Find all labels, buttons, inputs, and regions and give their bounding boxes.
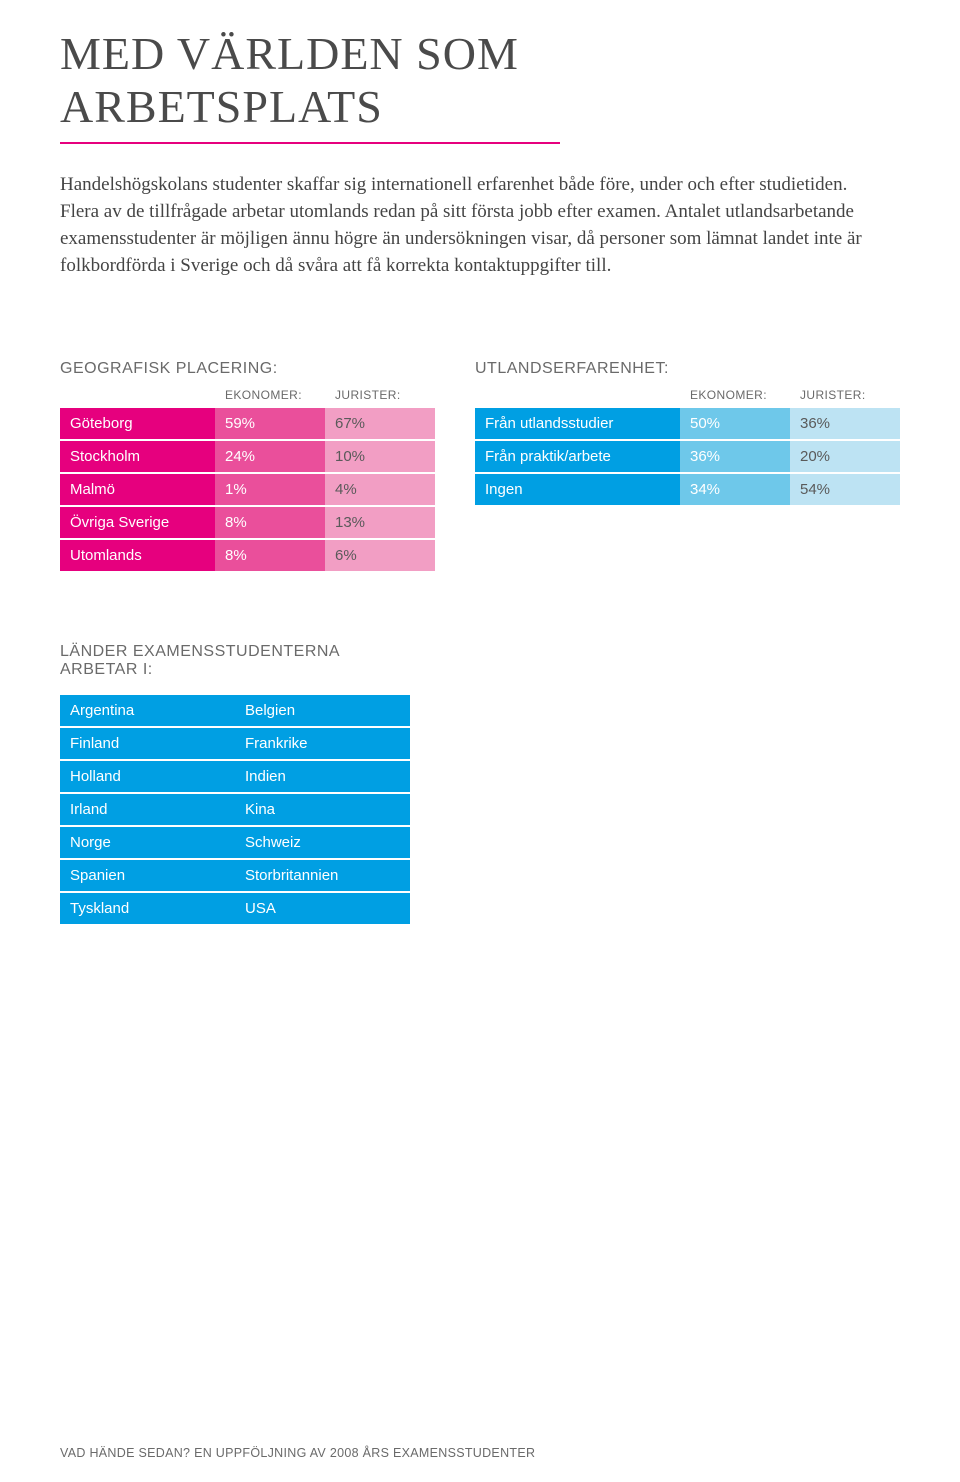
table-row: Från utlandsstudier50%36% <box>475 408 900 439</box>
table1-col-jur: jurister: <box>325 388 435 402</box>
table-row: FinlandFrankrike <box>60 728 410 759</box>
cell-jur: 20% <box>790 441 900 472</box>
table1: Göteborg59%67%Stockholm24%10%Malmö1%4%Öv… <box>60 406 435 573</box>
table-row: SpanienStorbritannien <box>60 860 410 891</box>
table1-head-spacer <box>60 388 215 402</box>
table-utlandserfarenhet: Utlandserfarenhet: ekonomer: jurister: F… <box>475 360 900 573</box>
cell-label: Stockholm <box>60 441 215 472</box>
cell-country-right: Kina <box>235 794 410 825</box>
table-row: Utomlands8%6% <box>60 540 435 571</box>
title-underline <box>60 142 560 144</box>
cell-label: Från praktik/arbete <box>475 441 680 472</box>
table-row: Övriga Sverige8%13% <box>60 507 435 538</box>
cell-country-right: Schweiz <box>235 827 410 858</box>
table-row: ArgentinaBelgien <box>60 695 410 726</box>
cell-label: Från utlandsstudier <box>475 408 680 439</box>
cell-ekon: 8% <box>215 540 325 571</box>
cell-jur: 36% <box>790 408 900 439</box>
cell-country-left: Holland <box>60 761 235 792</box>
table2: Från utlandsstudier50%36%Från praktik/ar… <box>475 406 900 507</box>
cell-ekon: 1% <box>215 474 325 505</box>
cell-country-left: Irland <box>60 794 235 825</box>
cell-country-right: Belgien <box>235 695 410 726</box>
table1-col-ekon: ekonomer: <box>215 388 325 402</box>
table3-heading-l2: arbetar i: <box>60 661 153 678</box>
table3-heading: Länder examensstudenterna arbetar i: <box>60 643 900 679</box>
cell-jur: 6% <box>325 540 435 571</box>
table-row: Stockholm24%10% <box>60 441 435 472</box>
cell-country-right: Indien <box>235 761 410 792</box>
table-row: Malmö1%4% <box>60 474 435 505</box>
cell-jur: 67% <box>325 408 435 439</box>
cell-label: Ingen <box>475 474 680 505</box>
cell-country-left: Finland <box>60 728 235 759</box>
table-lander: Länder examensstudenterna arbetar i: Arg… <box>60 643 900 926</box>
intro-paragraph: Handelshögskolans studenter skaffar sig … <box>60 172 880 280</box>
page-title: Med världen som arbetsplats <box>60 28 900 134</box>
table3-heading-l1: Länder examensstudenterna <box>60 643 340 660</box>
cell-label: Malmö <box>60 474 215 505</box>
cell-jur: 54% <box>790 474 900 505</box>
cell-jur: 4% <box>325 474 435 505</box>
cell-country-left: Spanien <box>60 860 235 891</box>
cell-jur: 10% <box>325 441 435 472</box>
title-line-2: arbetsplats <box>60 81 383 132</box>
table-geografisk: Geografisk placering: ekonomer: jurister… <box>60 360 435 573</box>
cell-label: Utomlands <box>60 540 215 571</box>
cell-label: Övriga Sverige <box>60 507 215 538</box>
title-line-1: Med världen som <box>60 28 519 79</box>
table2-head-spacer <box>475 388 680 402</box>
table3: ArgentinaBelgienFinlandFrankrikeHollandI… <box>60 693 410 926</box>
cell-country-left: Tyskland <box>60 893 235 924</box>
cell-country-right: USA <box>235 893 410 924</box>
cell-ekon: 36% <box>680 441 790 472</box>
cell-ekon: 24% <box>215 441 325 472</box>
footer-bold: Vad hände sedan? <box>60 1446 190 1460</box>
cell-country-right: Frankrike <box>235 728 410 759</box>
table1-heading: Geografisk placering: <box>60 360 435 378</box>
cell-country-right: Storbritannien <box>235 860 410 891</box>
tables-row: Geografisk placering: ekonomer: jurister… <box>60 360 900 573</box>
footer-rest: En uppföljning av 2008 års examensstuden… <box>190 1446 535 1460</box>
table2-heading: Utlandserfarenhet: <box>475 360 900 378</box>
table-row: Från praktik/arbete36%20% <box>475 441 900 472</box>
cell-country-left: Argentina <box>60 695 235 726</box>
table-row: IrlandKina <box>60 794 410 825</box>
table2-col-ekon: ekonomer: <box>680 388 790 402</box>
table-row: Ingen34%54% <box>475 474 900 505</box>
cell-ekon: 59% <box>215 408 325 439</box>
page-footer: Vad hände sedan? En uppföljning av 2008 … <box>60 1446 535 1460</box>
cell-ekon: 8% <box>215 507 325 538</box>
table-row: NorgeSchweiz <box>60 827 410 858</box>
table-row: TysklandUSA <box>60 893 410 924</box>
table-row: HollandIndien <box>60 761 410 792</box>
cell-label: Göteborg <box>60 408 215 439</box>
cell-jur: 13% <box>325 507 435 538</box>
cell-country-left: Norge <box>60 827 235 858</box>
cell-ekon: 50% <box>680 408 790 439</box>
cell-ekon: 34% <box>680 474 790 505</box>
table2-col-jur: jurister: <box>790 388 900 402</box>
table-row: Göteborg59%67% <box>60 408 435 439</box>
